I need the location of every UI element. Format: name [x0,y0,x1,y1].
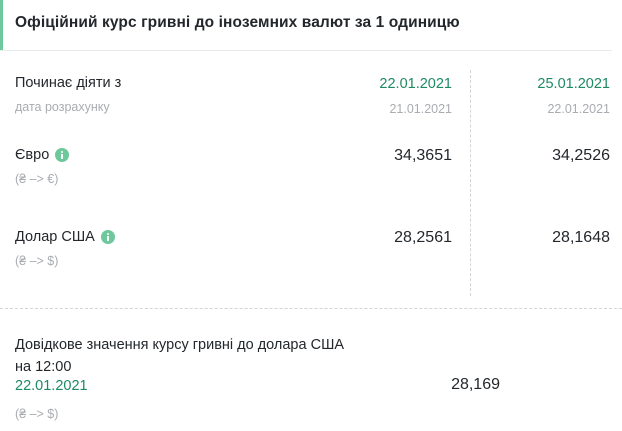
rate-usd-col1: 28,2561 [262,229,452,247]
calc-date-col2-value: 22.01.2021 [547,102,610,116]
currency-label-usd: Долар США [15,229,115,245]
column-divider [470,70,471,296]
info-icon[interactable] [100,230,115,244]
rate-eur-col1-value: 34,3651 [394,147,452,164]
reference-rate-section: Довідкове значення курсу гривні до долар… [0,309,622,431]
reference-rate-value: 28,169 [451,376,500,393]
accent-bar [0,0,3,50]
effective-date-col1: 22.01.2021 [262,75,452,93]
info-icon[interactable] [55,148,70,162]
calc-date-col1-value: 21.01.2021 [389,102,452,116]
currency-direction-usd: (₴ –> $) [15,254,59,268]
effective-date-col1-sub: 21.01.2021 [262,100,452,118]
effective-date-col2: 25.01.2021 [420,75,610,93]
currency-label-eur: Євро [15,147,70,163]
effective-date-label-text: Починає діяти з [15,75,122,91]
rate-usd-col1-value: 28,2561 [394,229,452,246]
currency-name-usd: Долар США [15,229,95,245]
effective-date-col1-value: 22.01.2021 [379,76,452,92]
card-header: Офіційний курс гривні до іноземних валют… [0,0,612,51]
rate-eur-col2: 34,2526 [420,147,610,165]
rates-table: Починає діяти з дата розрахунку 22.01.20… [0,51,622,308]
rate-usd-col2-value: 28,1648 [552,229,610,246]
effective-date-col2-sub: 22.01.2021 [420,100,610,118]
reference-rate-direction: (₴ –> $) [15,407,59,421]
currency-name-eur: Євро [15,147,50,163]
rate-eur-col2-value: 34,2526 [552,147,610,164]
currency-direction-eur: (₴ –> €) [15,172,59,186]
reference-rate-date: 22.01.2021 [15,378,88,394]
effective-date-sublabel: дата розрахунку [15,100,110,114]
section-divider [0,308,622,309]
rate-usd-col2: 28,1648 [420,229,610,247]
effective-date-col2-value: 25.01.2021 [537,76,610,92]
page-title: Офіційний курс гривні до іноземних валют… [15,14,460,31]
rate-eur-col1: 34,3651 [262,147,452,165]
effective-date-label: Починає діяти з [15,75,121,91]
reference-rate-label: Довідкове значення курсу гривні до долар… [15,337,345,375]
